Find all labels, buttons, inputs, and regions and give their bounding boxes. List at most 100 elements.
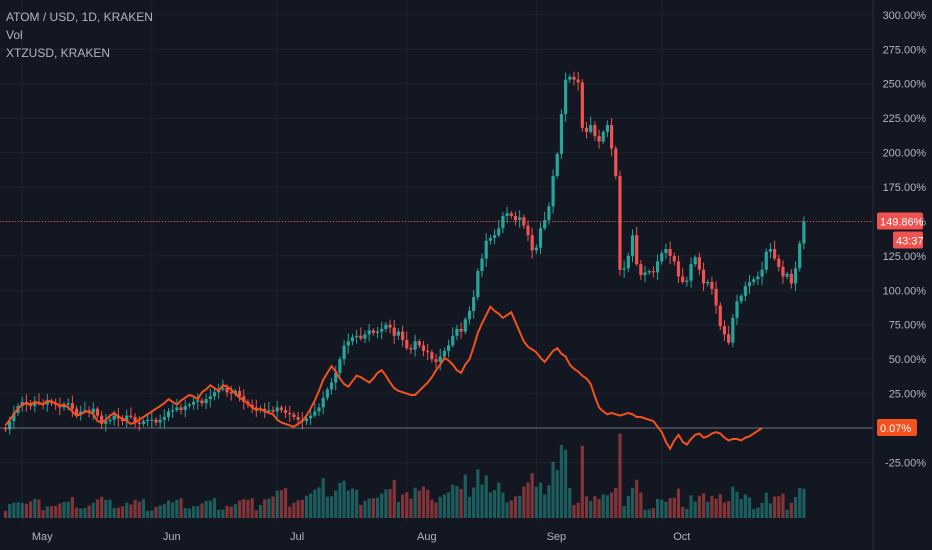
candle-body: [417, 341, 421, 346]
volume-bar: [605, 495, 610, 518]
volume-bar: [802, 488, 806, 518]
candle-body: [401, 331, 405, 340]
volume-bar: [798, 487, 802, 518]
volume-bar: [175, 499, 179, 518]
candle-body: [752, 279, 756, 283]
symbol-title[interactable]: ATOM / USD, 1D, KRAKEN: [6, 10, 153, 24]
volume-bar: [254, 510, 258, 518]
candle-body: [166, 411, 171, 418]
volume-bar: [380, 493, 384, 518]
volume-bar: [446, 492, 451, 518]
candle-body: [647, 271, 651, 273]
volume-bar: [355, 489, 359, 518]
y-tick-label: 300.00%: [883, 10, 927, 22]
candle-body: [743, 286, 747, 296]
volume-bar: [764, 492, 768, 518]
candle-body: [522, 217, 526, 226]
candle-body: [229, 392, 233, 394]
candle-body: [342, 345, 346, 360]
volume-bar: [33, 498, 37, 518]
volume-bar: [120, 506, 125, 518]
volume-bar: [221, 509, 225, 518]
volume-bar: [79, 508, 83, 518]
volume-bar: [363, 500, 367, 518]
candle-body: [798, 243, 802, 269]
volume-bar: [564, 449, 568, 518]
candle-body: [505, 213, 509, 216]
volume-bar: [74, 507, 79, 518]
volume-bar: [137, 501, 141, 518]
volume-bar: [518, 495, 522, 518]
volume-bar: [309, 493, 313, 518]
compare-symbol-legend[interactable]: XTZUSD, KRAKEN: [6, 46, 111, 60]
volume-bar: [434, 502, 438, 518]
volume-bar: [697, 495, 701, 518]
candle-body: [338, 359, 342, 373]
volume-bar: [467, 496, 472, 518]
candle-body: [681, 276, 685, 283]
candle-body: [543, 220, 547, 229]
candle-body: [438, 356, 442, 362]
candle-body: [237, 390, 242, 397]
y-tick-label: 50.00%: [889, 354, 927, 366]
candlesticks[interactable]: [3, 71, 806, 435]
candle-body: [321, 397, 325, 408]
volume-bar: [367, 498, 371, 518]
candle-body: [133, 417, 137, 423]
candle-body: [334, 372, 338, 383]
candle-body: [392, 327, 396, 336]
volume-bar: [87, 505, 91, 518]
candle-body: [614, 148, 618, 177]
candle-body: [137, 422, 141, 424]
volume-bar: [350, 488, 355, 518]
candle-body: [3, 428, 8, 430]
volume-bar: [438, 496, 442, 518]
volume-bar: [329, 496, 334, 518]
volume-bar: [463, 474, 467, 518]
volume-bar: [735, 491, 739, 518]
candle-body: [467, 310, 472, 320]
candle-body: [689, 264, 693, 281]
volume-bar: [538, 482, 543, 518]
volume-bar: [375, 497, 380, 518]
candle-body: [313, 411, 317, 416]
candle-body: [747, 282, 752, 287]
price-axis[interactable]: 300.00% 275.00% 250.00% 225.00% 200.00% 175.0…: [872, 0, 932, 550]
volume-bar: [183, 507, 187, 518]
candle-body: [626, 255, 630, 269]
candle-body: [589, 125, 593, 132]
time-axis[interactable]: May Jun Jul Aug Sep Oct: [32, 531, 690, 543]
volume-bar: [62, 502, 66, 518]
candle-body: [380, 328, 384, 332]
volume-bar: [237, 500, 242, 518]
candle-body: [555, 153, 559, 177]
volume-bar: [681, 506, 685, 518]
candle-body: [639, 264, 643, 276]
candle-body: [484, 240, 488, 259]
candle-body: [263, 408, 267, 412]
volume-bar: [342, 480, 346, 518]
volume-bar: [743, 494, 747, 518]
candle-body: [8, 421, 12, 430]
volume-bar: [409, 498, 413, 518]
volume-bar: [271, 496, 275, 518]
candle-body: [141, 421, 146, 424]
volume-bar: [192, 506, 196, 518]
candle-body: [421, 345, 426, 351]
volume-bar: [614, 487, 618, 518]
volume-bar: [292, 502, 296, 518]
volume-bar: [37, 499, 41, 518]
volume-bar: [246, 499, 250, 518]
candle-body: [463, 319, 467, 332]
volume-bar: [547, 485, 551, 518]
volume-legend[interactable]: Vol: [6, 28, 23, 42]
candle-body: [534, 247, 538, 251]
volume-bar: [242, 499, 246, 518]
volume-bar: [133, 499, 137, 518]
candle-body: [739, 295, 743, 302]
candle-body: [643, 272, 647, 276]
volume-bar: [559, 444, 564, 518]
volume-bar: [20, 503, 24, 518]
